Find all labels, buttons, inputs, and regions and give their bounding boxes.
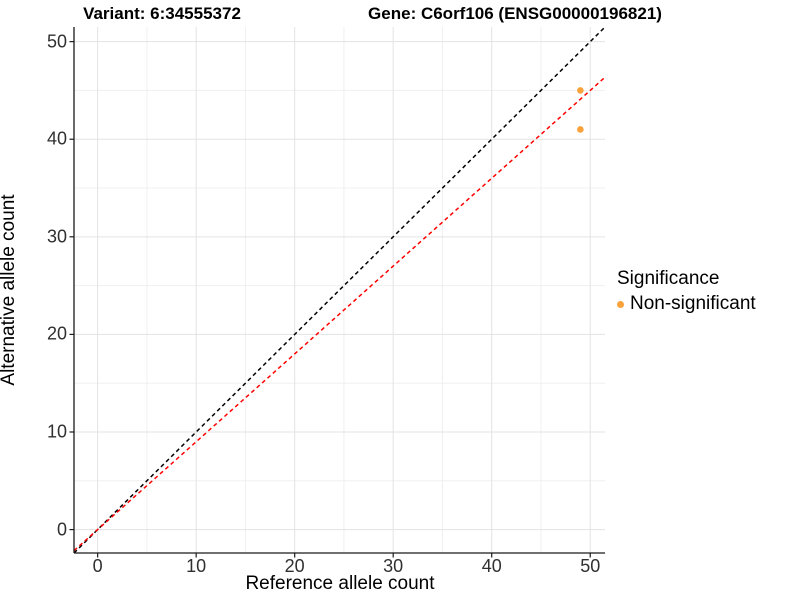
x-tick-label-10: 10 [186, 556, 207, 576]
y-tick-label-10: 10 [46, 421, 67, 442]
data-point [577, 87, 584, 94]
legend-item-label: Non-significant [630, 293, 756, 314]
x-axis-title: Reference allele count [245, 573, 435, 594]
x-tick-label-50: 50 [580, 556, 601, 576]
legend-point-icon [617, 300, 624, 308]
data-point [577, 126, 584, 133]
plot-title-gene: Gene: C6orf106 (ENSG00000196821) [368, 4, 662, 23]
y-tick-label-20: 20 [46, 323, 67, 344]
x-tick-label-0: 0 [92, 556, 103, 576]
ratio-line [73, 76, 606, 552]
legend-item-non-significant: Non-significant [617, 293, 756, 315]
plot-title-variant: Variant: 6:34555372 [83, 4, 241, 23]
y-tick-label-50: 50 [46, 31, 67, 52]
y-axis-title: Alternative allele count [0, 194, 19, 386]
x-tick-label-30: 30 [383, 556, 404, 576]
legend-title: Significance [617, 268, 720, 289]
legend: Significance Non-significant [617, 268, 756, 315]
y-tick-label-40: 40 [46, 128, 67, 149]
y-tick-label-0: 0 [56, 519, 67, 540]
identity-line [73, 26, 606, 554]
y-tick-label-30: 30 [46, 226, 67, 247]
x-tick-label-20: 20 [284, 556, 305, 576]
x-tick-label-40: 40 [481, 556, 502, 576]
